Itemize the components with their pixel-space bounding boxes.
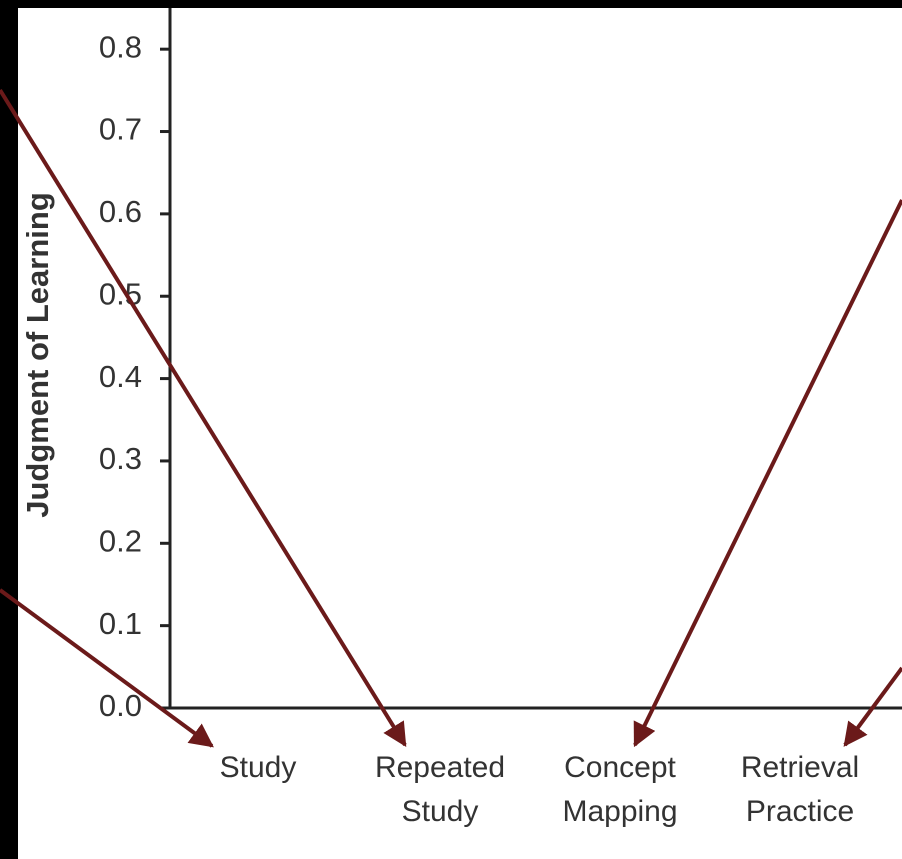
y-tick-label: 0.8: [99, 29, 142, 64]
y-axis-label: Judgment of Learning: [20, 192, 55, 518]
y-tick-label: 0.4: [99, 359, 142, 394]
x-tick-label: Study: [219, 751, 297, 784]
y-tick-label: 0.0: [99, 688, 142, 723]
y-tick-label: 0.2: [99, 523, 142, 558]
arrow: [843, 666, 902, 747]
x-tick-label: Retrieval Practice: [740, 751, 860, 828]
plot-background: [18, 8, 902, 859]
y-tick-label: 0.6: [99, 194, 142, 229]
y-tick-label: 0.3: [99, 441, 142, 476]
arrows: [0, 88, 902, 748]
y-tick-label: 0.1: [99, 606, 142, 641]
arrow: [0, 588, 214, 748]
arrow: [633, 199, 902, 748]
arrow: [0, 88, 407, 748]
x-tick-label: Repeated Study: [374, 751, 506, 828]
x-tick-label: Concept Mapping: [562, 751, 678, 828]
y-tick-label: 0.7: [99, 112, 142, 147]
